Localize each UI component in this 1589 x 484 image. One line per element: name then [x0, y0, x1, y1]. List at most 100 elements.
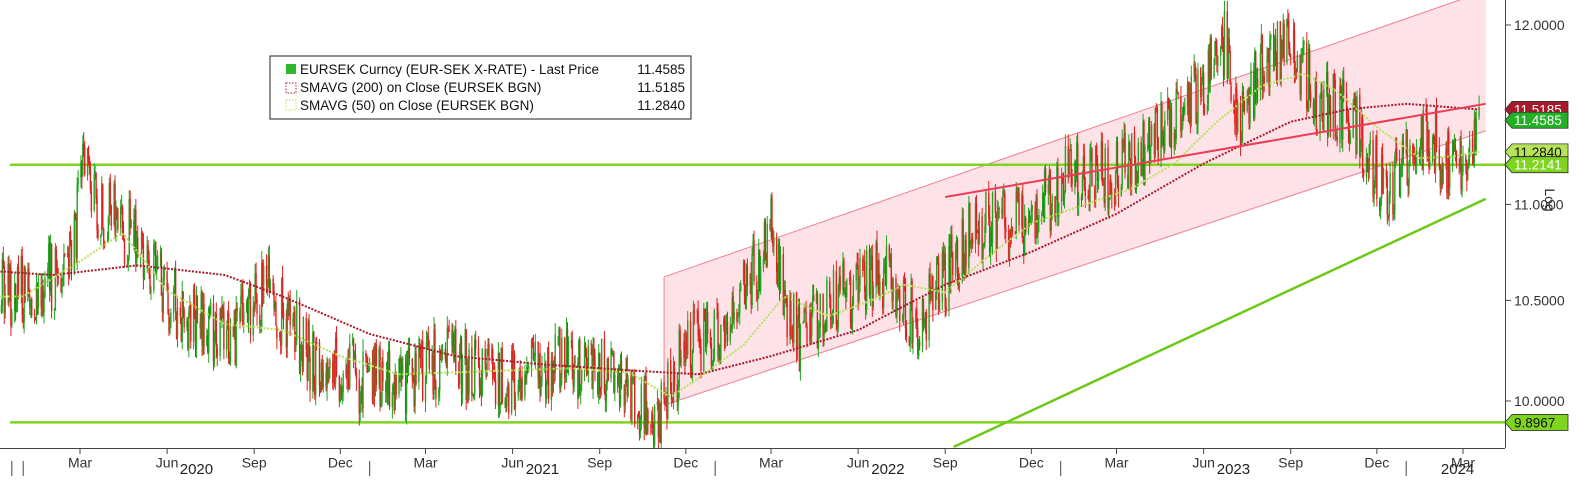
price-candle: [709, 333, 712, 346]
price-candle: [855, 264, 857, 281]
price-candle: [583, 345, 586, 372]
trend-channel-band: [664, 0, 1486, 406]
plot-area: [0, 0, 1505, 448]
price-candle: [162, 277, 165, 314]
price-candle: [538, 355, 540, 380]
price-candle: [1375, 137, 1377, 178]
price-candle: [36, 286, 39, 310]
price-candle: [904, 280, 907, 329]
price-candle: [0, 304, 3, 313]
price-candle: [265, 265, 268, 285]
price-candle: [24, 268, 26, 303]
price-candle: [716, 308, 718, 311]
price-candle: [1111, 192, 1113, 197]
price-candle: [387, 350, 390, 397]
price-candle: [1043, 169, 1046, 219]
price-candle: [368, 363, 371, 365]
price-candle: [499, 403, 501, 407]
price-candle: [1082, 156, 1085, 176]
price-candle: [160, 253, 163, 296]
price-candle: [978, 214, 980, 245]
price-candle: [670, 392, 673, 401]
price-candle: [186, 321, 188, 327]
price-candle: [1015, 191, 1017, 235]
price-candle: [1340, 84, 1342, 88]
price-candle: [975, 203, 978, 232]
price-candle: [1447, 130, 1449, 194]
price-candle: [1021, 194, 1023, 227]
price-candle: [718, 347, 720, 358]
price-candle: [351, 340, 354, 344]
price-candle: [665, 394, 667, 406]
price-candle: [902, 280, 905, 318]
price-candle: [843, 260, 845, 293]
price-candle: [1041, 213, 1043, 216]
price-candle: [328, 369, 330, 376]
price-candle: [457, 371, 460, 387]
price-candle: [1395, 148, 1397, 157]
price-candle: [985, 192, 987, 226]
price-candle: [1241, 91, 1244, 142]
price-candle: [954, 248, 957, 277]
price-candle: [545, 365, 547, 398]
price-candle: [603, 338, 606, 393]
price-candle: [1336, 136, 1338, 143]
price-candle: [276, 327, 278, 339]
price-candle: [195, 294, 198, 347]
price-candle: [1174, 131, 1176, 141]
price-candle: [531, 339, 534, 345]
price-candle: [400, 358, 402, 380]
price-candle: [86, 148, 89, 177]
price-candle: [300, 343, 303, 351]
price-candle: [883, 262, 886, 268]
price-candle: [189, 305, 191, 312]
price-candle: [1009, 232, 1012, 237]
price-candle: [739, 289, 741, 314]
price-candle: [1049, 170, 1051, 232]
price-candle: [1142, 121, 1144, 167]
price-candle: [209, 302, 212, 317]
price-candle: [1002, 191, 1004, 215]
price-candle: [451, 330, 453, 346]
price-candle: [1190, 76, 1193, 122]
price-candle: [703, 307, 705, 372]
price-candle: [1301, 53, 1303, 57]
price-candle: [367, 363, 369, 373]
price-candle: [1362, 170, 1365, 176]
price-candle: [1309, 92, 1312, 102]
price-candle: [1196, 123, 1198, 125]
price-candle: [1183, 106, 1186, 114]
price-candle: [772, 239, 774, 247]
price-candle: [812, 295, 815, 301]
price-candle: [1023, 243, 1025, 256]
price-candle: [882, 268, 885, 308]
price-candle: [1429, 161, 1431, 168]
price-candle: [82, 143, 84, 175]
price-candle: [810, 312, 812, 338]
price-candle: [233, 310, 235, 337]
price-candle: [75, 217, 77, 258]
price-candle: [1367, 165, 1370, 173]
price-candle: [1144, 147, 1146, 184]
price-candle: [699, 334, 701, 346]
price-candle: [1361, 117, 1363, 147]
price-candle: [268, 255, 271, 293]
price-candle: [1233, 99, 1235, 113]
price-candle: [710, 343, 713, 367]
price-candle: [726, 322, 729, 342]
price-candle: [1434, 109, 1437, 173]
price-candle: [332, 362, 334, 383]
price-candle: [1122, 139, 1124, 146]
price-candle: [212, 303, 215, 362]
price-candle: [938, 299, 941, 312]
price-candle: [1449, 164, 1451, 187]
price-candle: [129, 198, 131, 227]
price-candle: [1081, 176, 1084, 200]
price-candle: [957, 274, 960, 290]
price-candle: [260, 325, 262, 327]
price-candle: [1427, 131, 1429, 157]
price-candle: [928, 274, 930, 341]
price-candle: [1382, 168, 1385, 190]
price-candle: [245, 302, 248, 313]
price-candle: [970, 246, 972, 248]
